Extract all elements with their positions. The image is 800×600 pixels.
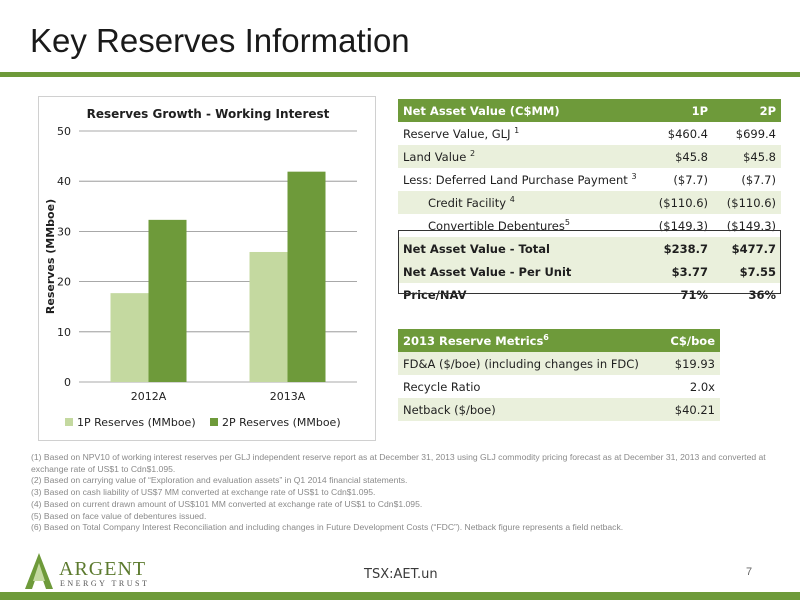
- legend-swatch: [65, 418, 73, 426]
- metrics-row-label: Recycle Ratio: [403, 379, 481, 394]
- company-logo: ARGENT ENERGY TRUST: [22, 551, 152, 591]
- footnote-ref: 4: [509, 194, 515, 204]
- nav-row-2p: $699.4: [735, 126, 776, 141]
- logo-tagline: ENERGY TRUST: [60, 579, 150, 588]
- price-nav-1p: 71%: [680, 287, 708, 302]
- nav-row-2p: ($149.3): [726, 218, 776, 233]
- bar-2p-2012A: [148, 219, 187, 382]
- nav-row-1p: $460.4: [667, 126, 708, 141]
- nav-row-1p: ($7.7): [673, 172, 708, 187]
- bar-1p-2013A: [249, 251, 288, 382]
- nav-total-2p: $477.7: [713, 237, 781, 260]
- y-tick-label: 10: [57, 326, 71, 339]
- metrics-row-value: $19.93: [648, 352, 720, 375]
- footnote-ref: 2: [469, 148, 476, 158]
- x-tick-label: 2013A: [270, 390, 306, 403]
- nav-row-1p: ($149.3): [658, 218, 708, 233]
- footnote-ref: 3: [631, 171, 637, 181]
- footnotes: (1) Based on NPV10 of working interest r…: [31, 452, 776, 534]
- nav-table: Net Asset Value (C$MM) 1P 2P Reserve Val…: [398, 99, 781, 306]
- metrics-row-label: FD&A ($/boe) (including changes in FDC): [398, 352, 648, 375]
- reserve-metrics-table: 2013 Reserve Metrics6 C$/boe FD&A ($/boe…: [398, 329, 720, 421]
- nav-row-label: Land Value 2: [398, 145, 643, 168]
- nav-header-2p: 2P: [713, 99, 781, 122]
- nav-row-2p: ($7.7): [741, 172, 776, 187]
- nav-total-row: Net Asset Value - Total $238.7 $477.7: [398, 237, 781, 260]
- metrics-row-value: 2.0x: [689, 379, 715, 394]
- chart-title: Reserves Growth - Working Interest: [87, 107, 330, 121]
- footnote-ref: 6: [543, 332, 549, 342]
- nav-per-unit-2p: $7.55: [713, 260, 781, 283]
- footnote-ref: 1: [514, 125, 520, 135]
- legend-swatch: [210, 418, 218, 426]
- nav-row-2p: ($110.6): [713, 191, 781, 214]
- y-tick-label: 30: [57, 225, 71, 238]
- footnote: (4) Based on current drawn amount of US$…: [31, 498, 423, 509]
- footnote: (1) Based on NPV10 of working interest r…: [31, 452, 766, 474]
- nav-table-header: Net Asset Value (C$MM) 1P 2P: [398, 99, 781, 122]
- nav-per-unit-label: Net Asset Value - Per Unit: [398, 260, 643, 283]
- page-title: Key Reserves Information: [30, 22, 410, 59]
- y-tick-label: 0: [64, 376, 71, 389]
- nav-row-label: Reserve Value, GLJ 1: [403, 125, 520, 141]
- nav-row-1p: ($110.6): [643, 191, 713, 214]
- y-tick-label: 50: [57, 125, 71, 138]
- logo-name: ARGENT: [59, 558, 147, 580]
- metrics-header-unit: C$/boe: [648, 329, 720, 352]
- page-number: 7: [746, 566, 753, 578]
- y-axis-label: Reserves (MMboe): [44, 199, 57, 314]
- metrics-row: Netback ($/boe) $40.21: [398, 398, 720, 421]
- footnote: (5) Based on face value of debentures is…: [31, 510, 207, 521]
- footnote: (3) Based on cash liability of US$7 MM c…: [31, 487, 376, 498]
- nav-row-label: Less: Deferred Land Purchase Payment 3: [403, 171, 637, 187]
- nav-row-2p: $45.8: [713, 145, 781, 168]
- bar-1p-2012A: [110, 293, 149, 382]
- legend-label: 1P Reserves (MMboe): [77, 416, 196, 429]
- footnote-ref: 5: [564, 217, 570, 227]
- nav-header-label: Net Asset Value (C$MM): [398, 99, 643, 122]
- metrics-table-header: 2013 Reserve Metrics6 C$/boe: [398, 329, 720, 352]
- footnote: (2) Based on carrying value of “Explorat…: [31, 475, 408, 486]
- nav-row: Less: Deferred Land Purchase Payment 3 (…: [398, 168, 781, 191]
- metrics-row: FD&A ($/boe) (including changes in FDC) …: [398, 352, 720, 375]
- nav-row-label: Credit Facility 4: [398, 191, 643, 214]
- price-nav-label: Price/NAV: [403, 287, 467, 302]
- metrics-row: Recycle Ratio 2.0x: [398, 375, 720, 398]
- metrics-row-value: $40.21: [648, 398, 720, 421]
- footer-divider: [0, 592, 800, 600]
- nav-per-unit-1p: $3.77: [643, 260, 713, 283]
- nav-row: Convertible Debentures5 ($149.3) ($149.3…: [398, 214, 781, 237]
- y-tick-label: 40: [57, 175, 71, 188]
- bar-2p-2013A: [287, 171, 326, 382]
- nav-header-1p: 1P: [643, 99, 713, 122]
- argent-logo-icon: [25, 553, 53, 589]
- nav-row: Credit Facility 4 ($110.6) ($110.6): [398, 191, 781, 214]
- reserves-chart: Reserves Growth - Working Interest 0 10 20 3…: [38, 96, 376, 441]
- title-divider: [0, 72, 800, 77]
- reserves-chart-svg: Reserves Growth - Working Interest 0 10 20 3…: [44, 107, 357, 429]
- legend-label: 2P Reserves (MMboe): [222, 416, 341, 429]
- metrics-row-label: Netback ($/boe): [398, 398, 648, 421]
- nav-total-label: Net Asset Value - Total: [398, 237, 643, 260]
- nav-row: Reserve Value, GLJ 1 $460.4 $699.4: [398, 122, 781, 145]
- nav-per-unit-row: Net Asset Value - Per Unit $3.77 $7.55: [398, 260, 781, 283]
- footnote: (6) Based on Total Company Interest Reco…: [31, 522, 624, 533]
- price-nav-row: Price/NAV 71% 36%: [398, 283, 781, 306]
- ticker-symbol: TSX:AET.un: [364, 567, 438, 582]
- metrics-header-label: 2013 Reserve Metrics6: [398, 329, 648, 352]
- nav-row: Land Value 2 $45.8 $45.8: [398, 145, 781, 168]
- nav-row-label: Convertible Debentures5: [428, 217, 570, 233]
- x-tick-label: 2012A: [131, 390, 167, 403]
- nav-total-1p: $238.7: [643, 237, 713, 260]
- price-nav-2p: 36%: [748, 287, 776, 302]
- y-tick-label: 20: [57, 276, 71, 289]
- nav-row-1p: $45.8: [643, 145, 713, 168]
